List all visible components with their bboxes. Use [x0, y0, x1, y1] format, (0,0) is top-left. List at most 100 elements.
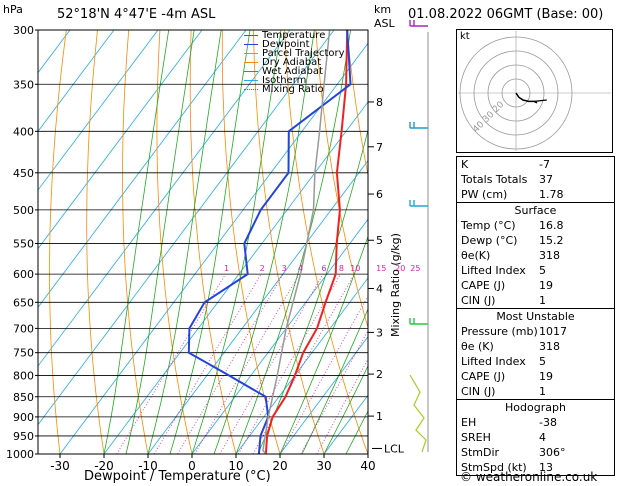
- unstable-key: CAPE (J): [461, 370, 506, 383]
- surface-key: Dewp (°C): [461, 234, 518, 247]
- pressure-tick-label: 900: [13, 411, 34, 424]
- chart-legend: Temperature Dewpoint Parcel Trajectory Dry …: [244, 30, 345, 95]
- hodo-table-row: EH -38: [457, 415, 614, 430]
- mixing-ratio-axis-title: Mixing Ratio (g/kg): [389, 233, 402, 337]
- isotherm-line: [279, 336, 368, 454]
- legend-swatch: [244, 35, 258, 36]
- surface-key: θe(K): [461, 249, 491, 262]
- lcl-label: LCL: [384, 442, 405, 455]
- legend-swatch: [244, 71, 258, 72]
- location-title: 52°18'N 4°47'E -4m ASL: [57, 7, 216, 22]
- pressure-tick-label: 550: [13, 237, 34, 250]
- wet-adiabat-line: [103, 30, 170, 454]
- hodo-table-value: 306°: [539, 446, 566, 459]
- wind-barb: [409, 20, 428, 27]
- hodo-table-value: 13: [539, 461, 553, 474]
- hodograph-unit: kt: [460, 31, 470, 42]
- legend-swatch: [244, 89, 258, 90]
- stats-key: Totals Totals: [461, 173, 528, 186]
- isotherm-line: [38, 30, 159, 191]
- isotherm-line: [38, 30, 247, 308]
- series-line-dewpoint: [187, 30, 352, 454]
- pressure-tick-label: 800: [13, 369, 34, 382]
- unstable-title: Most Unstable: [496, 310, 575, 323]
- altitude-tick-label: 2: [376, 368, 383, 381]
- legend-entry: Parcel Trajectory: [244, 49, 345, 59]
- mixing-ratio-line: [177, 273, 284, 454]
- unstable-row: θe (K) 318: [457, 339, 614, 354]
- temperature-tick-label: 0: [188, 459, 196, 473]
- temperature-tick-label: 20: [272, 459, 287, 473]
- mixing-ratio-label: 3: [282, 264, 287, 273]
- unstable-value: 5: [539, 355, 546, 368]
- temperature-tick-label: -10: [138, 459, 158, 473]
- hodo-table-row: StmSpd (kt) 13: [457, 460, 614, 475]
- legend-entry: Mixing Ratio: [244, 85, 345, 95]
- unstable-section: Most Unstable Pressure (mb) 1017 θe (K) 318…: [457, 308, 614, 399]
- legend-entry: Wet Adiabat: [244, 66, 345, 77]
- isotherm-line: [38, 30, 335, 426]
- temperature-tick-label: 10: [228, 459, 243, 473]
- surface-value: 5: [539, 264, 546, 277]
- copyright-footer: © weatheronline.co.uk: [460, 470, 598, 484]
- unstable-value: 318: [539, 340, 560, 353]
- unstable-row: CIN (J) 1: [457, 384, 614, 399]
- mixing-ratio-label: 1: [224, 264, 229, 273]
- pressure-tick-label: 700: [13, 322, 34, 335]
- unstable-row: Lifted Index 5: [457, 354, 614, 369]
- altitude-tick-label: 7: [376, 141, 383, 154]
- temperature-tick-label: 40: [360, 459, 375, 473]
- legend-swatch: [244, 44, 258, 45]
- isotherm-line: [38, 30, 115, 132]
- legend-label: Isotherm: [262, 75, 307, 86]
- mixing-ratio-label: 2: [260, 264, 265, 273]
- hodo-table-key: SREH: [461, 431, 491, 444]
- pressure-tick-label: 1000: [6, 448, 34, 461]
- datetime-title: 01.08.2022 06GMT (Base: 00): [408, 7, 604, 22]
- legend-label: Dewpoint: [262, 39, 310, 50]
- pressure-tick-label: 500: [13, 204, 34, 217]
- pressure-unit-label: hPa: [3, 3, 23, 16]
- temperature-tick-label: -30: [50, 459, 70, 473]
- mixing-ratio-label: 20: [395, 264, 405, 273]
- stats-key: PW (cm): [461, 188, 508, 201]
- temperature-tick-label: 30: [316, 459, 331, 473]
- unstable-value: 19: [539, 370, 553, 383]
- altitude-tick-label: 4: [376, 282, 383, 295]
- mixing-ratio-line: [316, 358, 368, 454]
- hodo-table-title: Hodograph: [505, 401, 566, 414]
- mixing-ratio-label: 10: [350, 264, 360, 273]
- isotherm-line: [38, 30, 291, 367]
- surface-row: CAPE (J) 19: [457, 278, 614, 293]
- pressure-tick-label: 300: [13, 24, 34, 37]
- isotherm-line: [38, 30, 71, 74]
- legend-label: Temperature: [262, 30, 326, 41]
- legend-label: Wet Adiabat: [262, 66, 323, 77]
- axes: 1 2 3 4 6 8 10 15 20 2530035040045050055060065070…: [6, 24, 420, 473]
- surface-key: Lifted Index: [461, 264, 526, 277]
- pressure-tick-label: 750: [13, 347, 34, 360]
- surface-row: Dewp (°C) 15.2: [457, 233, 614, 248]
- mixing-ratio-label: 8: [339, 264, 344, 273]
- unstable-row: CAPE (J) 19: [457, 369, 614, 384]
- wind-barb: [409, 318, 428, 325]
- hodo-table-row: SREH 4: [457, 430, 614, 445]
- surface-value: 19: [539, 279, 553, 292]
- altitude-tick-label: 5: [376, 234, 383, 247]
- mixing-ratio-line: [280, 295, 368, 454]
- surface-value: 1: [539, 294, 546, 307]
- altitude-tick-label: 8: [376, 96, 383, 109]
- legend-swatch: [244, 62, 258, 63]
- legend-swatch: [244, 53, 258, 54]
- altitude-tick-label: 6: [376, 188, 383, 201]
- pressure-tick-label: 400: [13, 125, 34, 138]
- dry-adiabat-line: [122, 30, 149, 454]
- unstable-key: CIN (J): [461, 385, 496, 398]
- hodo-table-value: -38: [539, 416, 557, 429]
- legend-swatch: [244, 80, 258, 81]
- surface-section: Surface Temp (°C) 16.8 Dewp (°C) 15.2 θe(K) 3…: [457, 202, 614, 309]
- legend-entry: Isotherm: [244, 75, 345, 86]
- altitude-unit-asl: ASL: [374, 17, 395, 30]
